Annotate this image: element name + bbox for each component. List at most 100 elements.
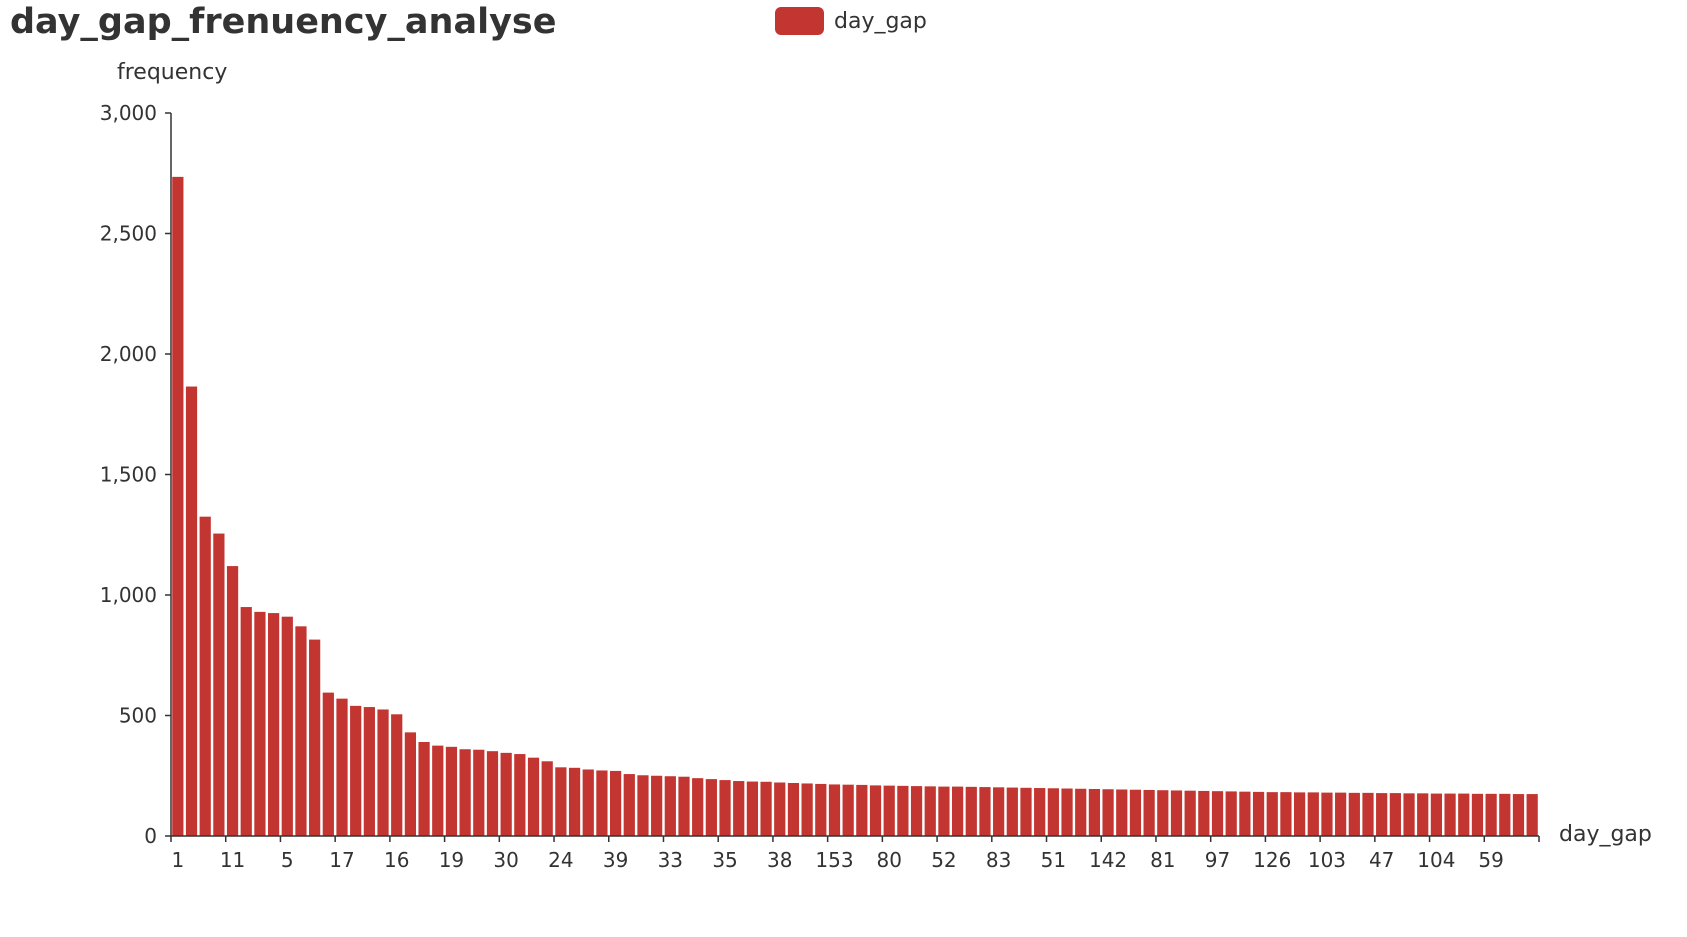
bar [295, 626, 307, 836]
bar [1362, 792, 1374, 836]
x-tick-label: 19 [439, 848, 464, 872]
bar [1075, 788, 1087, 836]
x-tick-label: 104 [1417, 848, 1455, 872]
x-tick-label: 17 [329, 848, 354, 872]
x-tick-label: 38 [767, 848, 792, 872]
bar [1293, 792, 1306, 836]
bar [322, 692, 334, 836]
bar [404, 732, 417, 836]
bar [1376, 793, 1388, 836]
bar [828, 784, 841, 836]
bar [486, 751, 499, 836]
bar [459, 749, 471, 836]
bar [254, 611, 266, 836]
bar [692, 778, 704, 836]
bar [336, 698, 348, 836]
y-tick-label: 2,500 [100, 222, 157, 246]
bar [1280, 792, 1292, 836]
bar [637, 775, 649, 836]
bar [1061, 788, 1073, 836]
x-tick-label: 16 [384, 848, 409, 872]
bar [1020, 787, 1032, 836]
y-tick-label: 1,500 [100, 463, 157, 487]
bar [445, 746, 458, 836]
bar [568, 767, 581, 836]
bar [309, 639, 321, 836]
bar [1252, 791, 1265, 836]
bar [719, 780, 731, 836]
bar [856, 784, 868, 836]
y-tick-label: 0 [144, 824, 157, 848]
bar [391, 714, 403, 836]
bar [1116, 789, 1128, 836]
bar [910, 786, 923, 836]
bar [1499, 793, 1511, 836]
bar [705, 779, 717, 836]
x-tick-label: 103 [1308, 848, 1346, 872]
bar [1471, 793, 1484, 836]
bar [267, 613, 280, 836]
bar [1307, 792, 1319, 836]
bar [1225, 791, 1237, 836]
y-axis: 0 500 1,000 1,500 2,000 2,500 3,000 [100, 101, 172, 848]
bar [172, 176, 184, 836]
bar [965, 786, 977, 836]
x-axis: 1 11 5 17 16 19 30 24 39 33 35 38 153 80 52 83 51 142 81 97… [170, 835, 1540, 872]
bar [1266, 792, 1278, 836]
bar [651, 775, 663, 836]
chart-title: day_gap_frenuency_analyse [10, 2, 557, 42]
bar [185, 386, 198, 836]
bar [787, 782, 800, 836]
bar [240, 607, 252, 836]
bar [199, 516, 211, 836]
bar [1417, 793, 1429, 836]
bar [281, 616, 293, 836]
x-tick-label: 81 [1150, 848, 1175, 872]
bar [1157, 790, 1169, 836]
x-tick-label: 1 [171, 848, 184, 872]
x-tick-label: 142 [1089, 848, 1127, 872]
bar [432, 745, 444, 837]
x-tick-label: 52 [931, 848, 956, 872]
bar [418, 742, 430, 836]
bar [1348, 792, 1360, 836]
legend-swatch [775, 7, 824, 35]
bar [1335, 792, 1347, 836]
bar [1403, 793, 1415, 836]
y-tick-label: 3,000 [100, 101, 157, 125]
x-tick-label: 39 [603, 848, 628, 872]
bar [774, 782, 786, 836]
bar [500, 752, 512, 836]
bar [842, 784, 854, 836]
bar [1102, 789, 1114, 836]
bar [1047, 788, 1059, 836]
bar [1485, 793, 1497, 836]
bar [1512, 794, 1525, 836]
bars [172, 176, 1538, 837]
x-tick-label: 24 [548, 848, 573, 872]
bar [609, 770, 622, 836]
bar [1088, 789, 1101, 836]
bar [760, 781, 772, 836]
bar [377, 709, 389, 836]
y-tick-label: 1,000 [100, 583, 157, 607]
bar [1430, 793, 1443, 836]
bar [1444, 793, 1456, 836]
x-tick-label: 59 [1478, 848, 1503, 872]
x-tick-label: 47 [1369, 848, 1394, 872]
x-tick-label: 11 [220, 848, 245, 872]
bar [226, 566, 239, 836]
legend[interactable]: day_gap [775, 6, 927, 36]
bar [1034, 788, 1046, 836]
y-axis-label: frequency [117, 60, 227, 85]
bar [1211, 791, 1224, 836]
bar [213, 533, 225, 836]
bar [664, 776, 676, 836]
x-tick-label: 153 [815, 848, 853, 872]
bar [883, 785, 895, 836]
bar [733, 781, 745, 836]
x-axis-label: day_gap [1559, 822, 1652, 847]
x-tick-label: 33 [658, 848, 683, 872]
bar [582, 769, 594, 836]
bar [993, 787, 1005, 836]
